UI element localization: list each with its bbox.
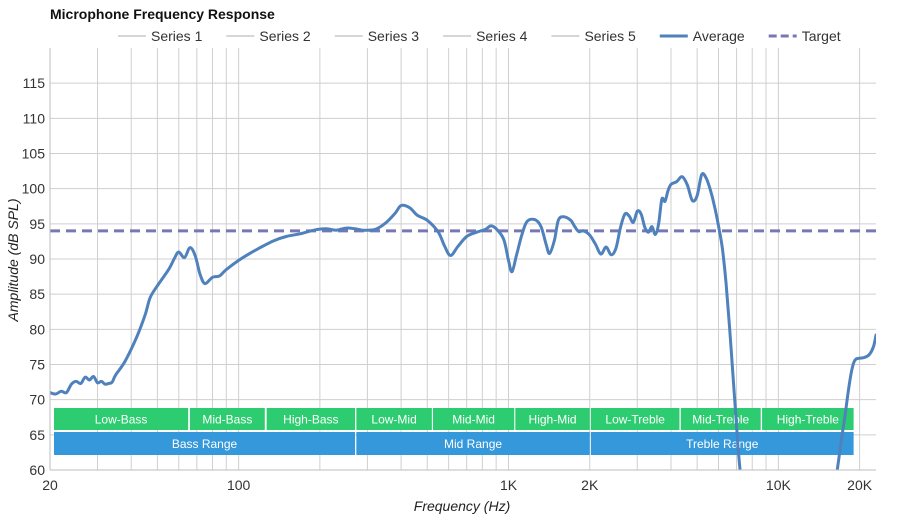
- average-line: [50, 172, 742, 470]
- legend-label: Series 2: [259, 28, 311, 44]
- legend-item-series-1[interactable]: Series 1: [118, 28, 203, 44]
- range-band-label: Mid-Bass: [202, 413, 252, 427]
- legend-label: Series 5: [584, 28, 636, 44]
- range-band-high-treble: [762, 408, 854, 430]
- x-tick-label: 100: [227, 477, 251, 493]
- range-band-mid-bass: [189, 408, 265, 430]
- y-tick-label: 110: [23, 110, 46, 126]
- range-band-label: High-Bass: [283, 413, 338, 427]
- y-tick-label: 85: [29, 286, 45, 302]
- range-band-label: Low-Bass: [95, 413, 148, 427]
- x-tick-label: 20K: [847, 477, 873, 493]
- range-band-low-mid: [356, 408, 432, 430]
- range-band-label: Treble Range: [686, 437, 759, 451]
- x-tick-label: 10K: [766, 477, 792, 493]
- y-tick-label: 105: [22, 146, 46, 162]
- y-tick-label: 80: [29, 321, 45, 337]
- legend-item-target[interactable]: Target: [768, 28, 841, 44]
- legend-item-series-4[interactable]: Series 4: [443, 28, 528, 44]
- axes: 60 65 70 75 80 85 90 95 100 105 110 115 20 100 1K 2K 10K…: [5, 48, 876, 514]
- legend-item-series-2[interactable]: Series 2: [226, 28, 311, 44]
- data-series: [50, 172, 876, 470]
- legend-label: Series 3: [368, 28, 420, 44]
- frequency-range-bands: Low-Bass Mid-Bass High-Bass Low-Mid Mid-Mid H…: [54, 408, 854, 455]
- legend-label: Series 4: [476, 28, 528, 44]
- grid-lines: [49, 48, 876, 470]
- x-tick-label: 20: [42, 477, 58, 493]
- y-tick-label: 65: [29, 427, 45, 443]
- range-band-label: Bass Range: [172, 437, 238, 451]
- range-band-label: Low-Treble: [605, 413, 665, 427]
- chart-title: Microphone Frequency Response: [50, 6, 275, 22]
- range-band-low-treble: [590, 408, 680, 430]
- x-tick-label: 2K: [581, 477, 599, 493]
- y-tick-label: 95: [29, 216, 45, 232]
- legend-item-series-5[interactable]: Series 5: [551, 28, 636, 44]
- range-band-mid-treble: [680, 408, 761, 430]
- y-tick-label: 90: [29, 251, 45, 267]
- range-band-high-mid: [515, 408, 590, 430]
- legend-label: Average: [693, 28, 745, 44]
- legend-label: Series 1: [151, 28, 203, 44]
- range-band-high-bass: [266, 408, 356, 430]
- legend-item-series-3[interactable]: Series 3: [334, 28, 420, 44]
- y-tick-label: 100: [22, 181, 46, 197]
- legend-label: Target: [802, 28, 841, 44]
- range-band-treble-range: [590, 432, 854, 455]
- range-band-bass-range: [54, 432, 356, 455]
- range-band-low-bass: [54, 408, 189, 430]
- range-band-label: High-Mid: [529, 413, 577, 427]
- x-tick-label: 1K: [500, 477, 518, 493]
- range-band-mid-range: [356, 432, 590, 455]
- y-tick-label: 75: [29, 357, 45, 373]
- y-tick-label: 70: [29, 392, 45, 408]
- average-line-tail: [835, 333, 876, 470]
- y-tick-label: 60: [29, 462, 45, 478]
- range-band-label: Mid-Treble: [692, 413, 749, 427]
- range-band-label: Mid-Mid: [452, 413, 495, 427]
- legend: Series 1 Series 2 Series 3 Series 4 Series 5…: [118, 28, 841, 44]
- range-band-mid-mid: [432, 408, 515, 430]
- x-axis-title: Frequency (Hz): [414, 498, 510, 514]
- range-band-label: High-Treble: [777, 413, 840, 427]
- range-band-label: Mid Range: [444, 437, 502, 451]
- y-tick-label: 115: [23, 75, 46, 91]
- range-band-label: Low-Mid: [371, 413, 416, 427]
- legend-item-average[interactable]: Average: [659, 28, 745, 44]
- y-axis-title: Amplitude (dB SPL): [5, 199, 21, 323]
